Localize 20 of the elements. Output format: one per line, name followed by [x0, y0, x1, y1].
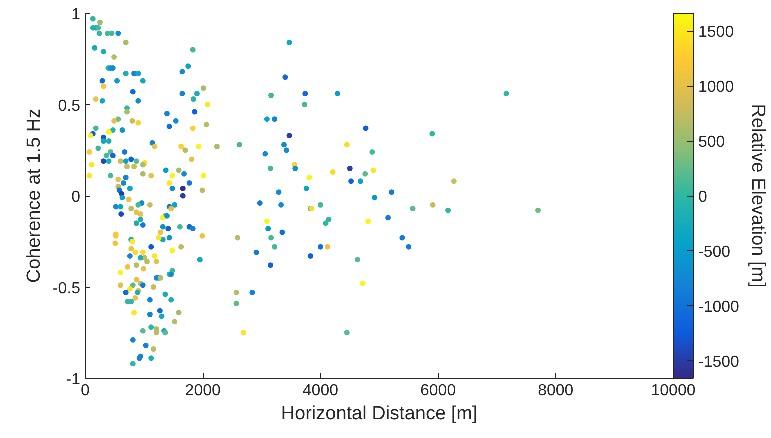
color-bar-label: -1000	[698, 298, 740, 316]
x-tick-label: 4000	[302, 382, 339, 400]
color-bar-label: 0	[698, 189, 708, 206]
x-axis-title: Horizontal Distance [m]	[281, 404, 478, 424]
color-bar-title: Relative Elevation [m]	[748, 104, 768, 288]
y-tick-label: -1	[66, 372, 81, 388]
y-tick-label: -0.5	[52, 280, 81, 298]
y-axis-title: Coherence at 1.5 Hz	[24, 108, 45, 284]
x-tick-label: 10000	[651, 382, 696, 400]
y-tick-label: 1	[72, 6, 81, 24]
color-bar-label: -1500	[698, 354, 740, 371]
x-tick-label: 8000	[538, 382, 574, 400]
x-tick-label: 2000	[185, 382, 221, 400]
color-bar-label: 1500	[698, 24, 734, 42]
color-bar-label: 500	[698, 134, 726, 152]
color-bar-label: -500	[698, 244, 731, 261]
y-tick-label: 0.5	[58, 98, 81, 115]
y-tick-label: 0	[72, 189, 81, 206]
color-bar-label: 1000	[698, 79, 734, 96]
x-tick-label: 6000	[420, 382, 456, 400]
